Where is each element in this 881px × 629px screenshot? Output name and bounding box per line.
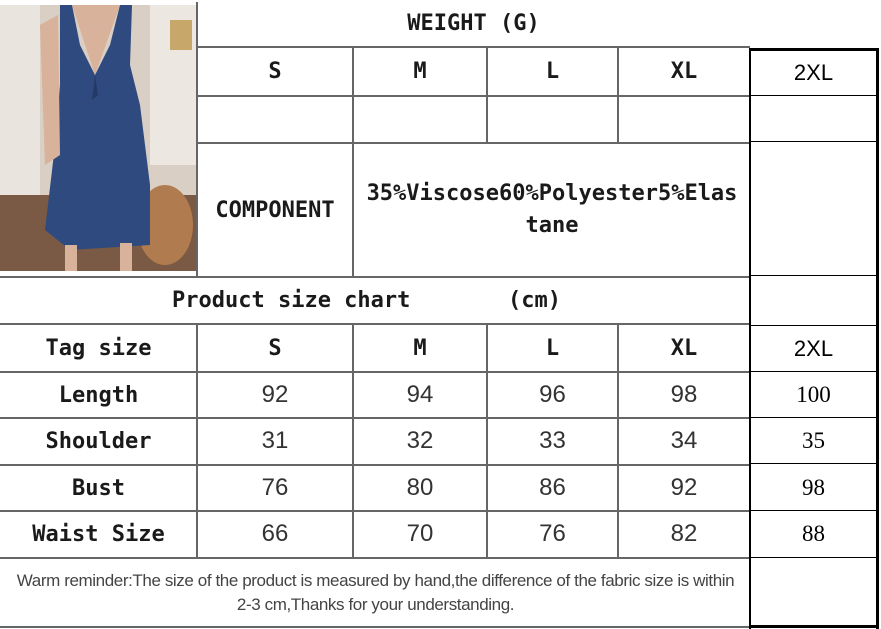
length-xl-value: 98 [670, 381, 698, 408]
shoulder-label: Shoulder [45, 428, 152, 454]
size-header-s: S [268, 59, 282, 84]
size-header-xl: XL [670, 59, 698, 84]
bust-l-value: 86 [539, 474, 566, 501]
tag-size-l: L [545, 336, 560, 361]
length-label: Length [58, 382, 139, 408]
bust-2xl-value: 98 [802, 475, 825, 500]
length-2xl-value: 100 [796, 382, 831, 407]
waist-size-m-value: 70 [406, 520, 434, 547]
component-label: COMPONENT [215, 197, 335, 223]
chart-title-row: Product size chart (cm) [0, 277, 750, 324]
size-header-l: L [545, 59, 560, 84]
bust-s-value: 76 [261, 474, 289, 501]
waist-size-2xl-value: 88 [802, 521, 825, 546]
component-value: 35%Viscose60%Polyester5%Elastane [366, 181, 738, 238]
length-s-value: 92 [261, 381, 289, 408]
chart-unit: (cm) [508, 288, 561, 313]
shoulder-s-value: 31 [261, 427, 289, 454]
waist-size-l-value: 76 [539, 520, 566, 547]
weight-header: WEIGHT (G) [407, 11, 540, 36]
waist-size-label: Waist Size [32, 521, 165, 547]
tag-size-2xl: 2XL [793, 336, 834, 361]
shoulder-xl-value: 34 [670, 427, 698, 454]
chart-title: Product size chart [172, 288, 411, 313]
length-l-value: 96 [539, 381, 566, 408]
tag-size-s: S [268, 336, 282, 361]
bust-label: Bust [72, 475, 125, 501]
tag-size-label: Tag size [45, 336, 152, 361]
size-header-m: M [413, 59, 427, 84]
shoulder-m-value: 32 [406, 427, 434, 454]
length-m-value: 94 [406, 381, 434, 408]
shoulder-l-value: 33 [539, 427, 566, 454]
shoulder-2xl-value: 35 [802, 428, 825, 453]
waist-size-s-value: 66 [261, 520, 289, 547]
bust-xl-value: 92 [670, 474, 698, 501]
waist-size-xl-value: 82 [670, 520, 698, 547]
size-header-2xl: 2XL [793, 60, 834, 85]
warm-reminder: Warm reminder:The size of the product is… [16, 570, 735, 614]
tag-size-m: M [413, 336, 427, 361]
bust-m-value: 80 [406, 474, 434, 501]
tag-size-xl: XL [670, 336, 698, 361]
product-photo [0, 5, 196, 271]
